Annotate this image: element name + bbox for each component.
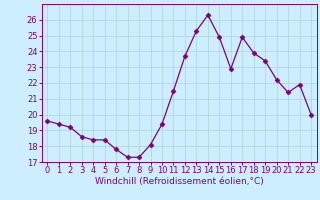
X-axis label: Windchill (Refroidissement éolien,°C): Windchill (Refroidissement éolien,°C) — [95, 177, 264, 186]
